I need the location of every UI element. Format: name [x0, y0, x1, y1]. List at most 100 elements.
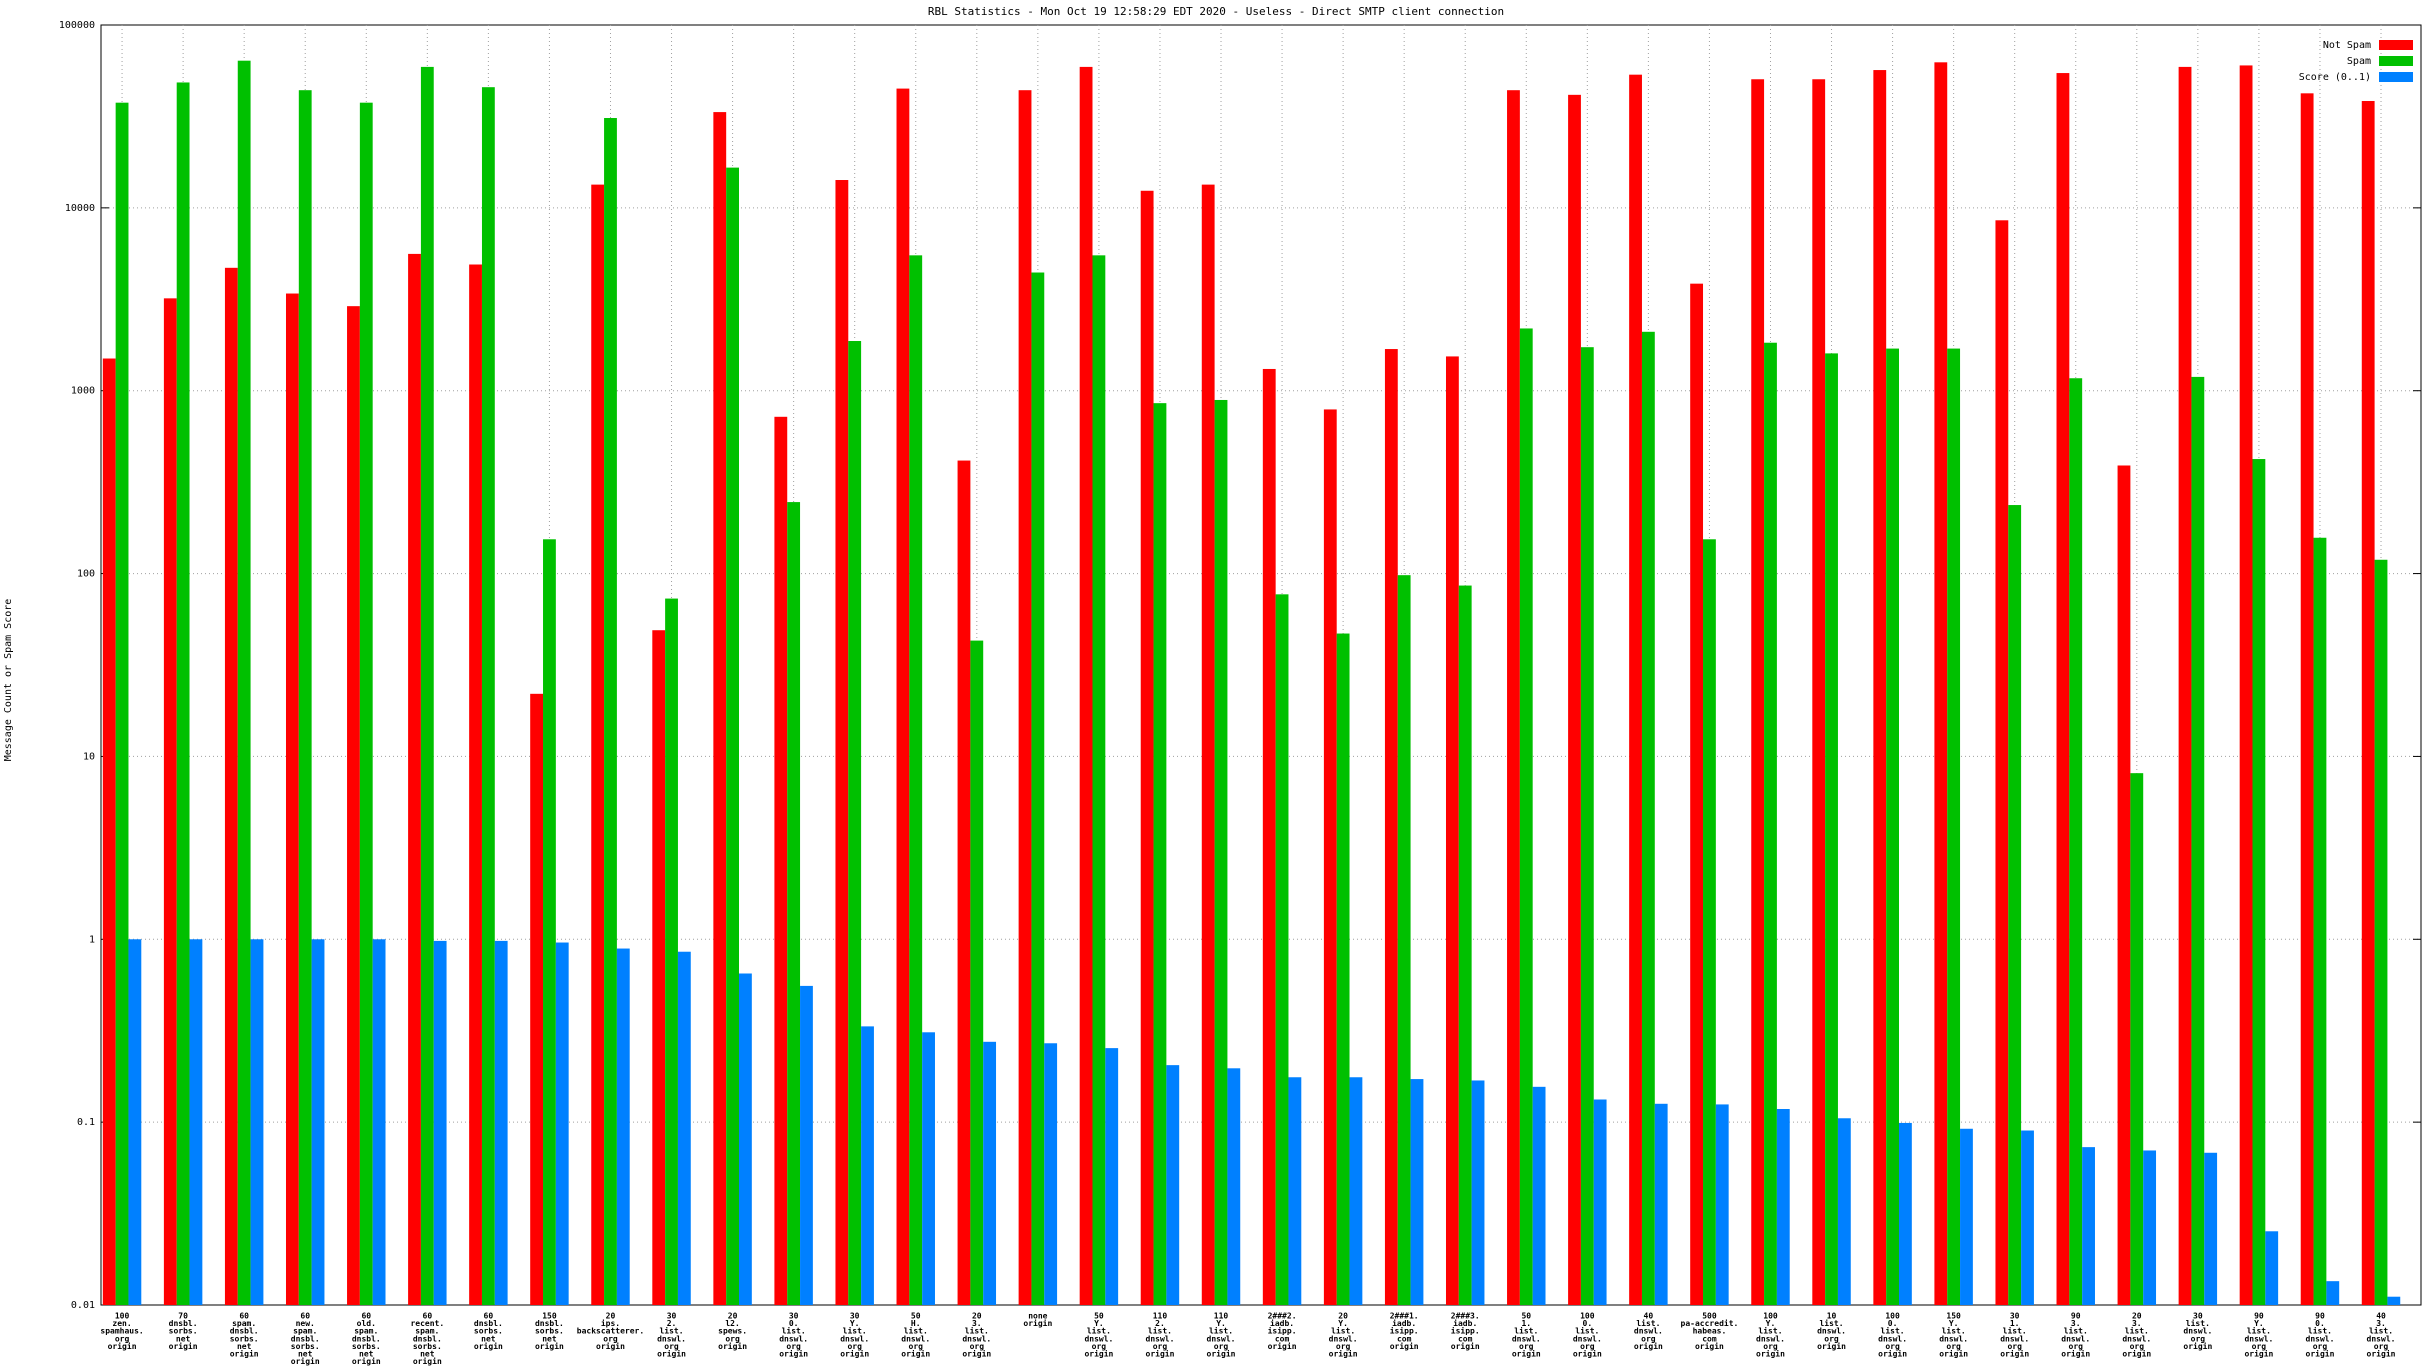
- x-tick-label: origin: [1451, 1341, 1480, 1351]
- bar: [1532, 1086, 1546, 1305]
- bar: [2021, 1130, 2034, 1305]
- x-tick-label: origin: [1084, 1349, 1113, 1359]
- x-tick-label: list.: [965, 1326, 989, 1336]
- bar: [1776, 1108, 1790, 1305]
- x-tick-label: sorbs.: [230, 1334, 259, 1343]
- x-tick-label: origin: [962, 1349, 991, 1359]
- bar: [1166, 1065, 1180, 1305]
- x-tick-label: origin: [474, 1341, 503, 1351]
- bar: [1507, 90, 1520, 1305]
- x-tick-label: list.: [1758, 1326, 1782, 1336]
- bar: [1825, 353, 1838, 1305]
- bar: [835, 180, 849, 1305]
- x-tick-label: origin: [1329, 1349, 1358, 1359]
- bar: [1934, 62, 1948, 1305]
- x-tick-label: iadb.: [1453, 1318, 1477, 1328]
- bar: [1471, 1080, 1485, 1305]
- x-tick-label: org: [1946, 1342, 1961, 1351]
- bar: [861, 1026, 874, 1305]
- x-tick-label: dnsbl.: [474, 1319, 503, 1328]
- bar: [2191, 376, 2205, 1305]
- bar: [2143, 1150, 2157, 1305]
- x-tick-label: Y.: [2254, 1319, 2264, 1328]
- x-tick-label: spam.: [354, 1327, 378, 1336]
- bar: [1044, 1043, 1058, 1305]
- x-tick-label: list.: [843, 1326, 867, 1336]
- bar: [481, 87, 495, 1305]
- x-tick-label: dnswl.: [1756, 1334, 1785, 1343]
- plot-frame: [100, 24, 2422, 1306]
- bar: [311, 939, 325, 1305]
- x-tick-label: origin: [2061, 1349, 2090, 1359]
- x-tick-label: 1.: [2010, 1319, 2020, 1328]
- bar: [2178, 66, 2192, 1305]
- bar: [1568, 94, 1581, 1305]
- bar: [1214, 399, 1228, 1305]
- bar: [224, 267, 238, 1305]
- bar: [347, 306, 360, 1305]
- legend-label: Spam: [2347, 56, 2371, 67]
- x-tick-label: list.: [1148, 1326, 1172, 1336]
- bar: [1458, 585, 1472, 1305]
- x-tick-label: 70: [178, 1312, 188, 1321]
- y-tick-label: 100: [77, 569, 95, 580]
- bar: [2361, 101, 2375, 1305]
- bar: [1079, 66, 1093, 1305]
- bar: [1751, 79, 1765, 1306]
- x-tick-label: list.: [659, 1326, 683, 1336]
- x-tick-label: new.: [296, 1319, 315, 1328]
- x-tick-label: org: [786, 1342, 801, 1351]
- bar: [176, 82, 190, 1306]
- bar: [1384, 349, 1398, 1305]
- x-tick-label: org: [1336, 1342, 1351, 1351]
- x-tick-label: 30: [789, 1312, 799, 1321]
- bar: [2130, 773, 2144, 1305]
- bar: [1580, 347, 1594, 1305]
- x-tick-label: origin: [1023, 1318, 1052, 1328]
- bar: [2204, 1152, 2218, 1305]
- x-tick-label: dnswl.: [2061, 1334, 2090, 1343]
- bar: [1140, 190, 1154, 1306]
- x-tick-label: list.: [782, 1326, 806, 1336]
- x-tick-label: origin: [1268, 1341, 1297, 1351]
- x-tick-label: 2###3.: [1451, 1312, 1480, 1321]
- x-tick-label: 30: [2010, 1312, 2020, 1321]
- x-tick-label: old.: [357, 1319, 376, 1328]
- bar: [115, 102, 129, 1306]
- x-tick-label: dnswl.: [1207, 1334, 1236, 1343]
- x-tick-label: org: [115, 1334, 130, 1343]
- x-tick-label: Y.: [850, 1319, 860, 1328]
- x-tick-label: l2.: [725, 1319, 739, 1328]
- x-tick-label: sorbs.: [352, 1342, 381, 1351]
- bar: [1690, 283, 1704, 1306]
- bar: [372, 939, 386, 1305]
- x-tick-label: origin: [779, 1349, 808, 1359]
- x-tick-label: list.: [1881, 1326, 1905, 1336]
- x-tick-label: org: [1580, 1342, 1595, 1351]
- x-tick-label: dnsbl.: [352, 1334, 381, 1343]
- x-tick-label: dnswl.: [901, 1334, 930, 1343]
- x-tick-label: spam.: [293, 1327, 317, 1336]
- x-tick-label: org: [1153, 1342, 1168, 1351]
- x-tick-label: org: [909, 1342, 924, 1351]
- x-tick-label: Y.: [1766, 1319, 1776, 1328]
- x-tick-label: list.: [1575, 1326, 1599, 1336]
- x-tick-label: dnsbl.: [535, 1319, 564, 1328]
- x-tick-label: origin: [1939, 1349, 1968, 1359]
- x-tick-label: org: [1885, 1342, 1900, 1351]
- x-tick-label: dnswl.: [2306, 1334, 2335, 1343]
- bar: [128, 939, 142, 1305]
- bar: [774, 416, 788, 1305]
- x-tick-label: origin: [352, 1356, 381, 1366]
- bar: [102, 358, 116, 1305]
- x-tick-label: dnswl.: [779, 1334, 808, 1343]
- y-tick-label: 10: [83, 751, 95, 762]
- x-tick-label: list.: [1209, 1326, 1233, 1336]
- x-tick-label: origin: [901, 1349, 930, 1359]
- bar: [1323, 409, 1337, 1305]
- bar: [1397, 575, 1411, 1305]
- x-tick-label: origin: [1817, 1341, 1846, 1351]
- x-tick-label: 2.: [1155, 1319, 1165, 1328]
- bar: [433, 940, 447, 1305]
